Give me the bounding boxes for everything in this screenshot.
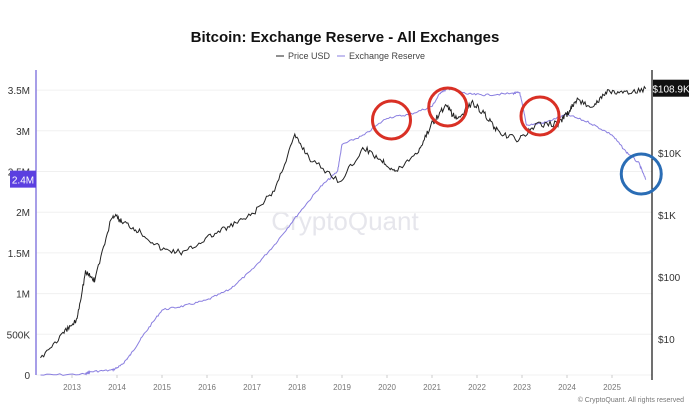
right-tick-label: $10 <box>658 335 675 346</box>
price-last-value: $108.9K <box>652 85 690 96</box>
x-tick-label: 2018 <box>288 383 306 392</box>
left-tick-label: 2M <box>16 208 30 219</box>
red-circle-annotation <box>371 99 412 141</box>
x-tick-label: 2014 <box>108 383 126 392</box>
left-tick-label: 1M <box>16 290 30 301</box>
legend-price[interactable]: Price USD <box>288 51 331 61</box>
x-tick-label: 2021 <box>423 383 441 392</box>
x-tick-label: 2019 <box>333 383 351 392</box>
exchange-reserve-line <box>40 87 647 376</box>
left-tick-label: 1.5M <box>8 249 30 260</box>
watermark: CryptoQuant <box>271 206 419 236</box>
x-tick-label: 2023 <box>513 383 531 392</box>
x-tick-label: 2024 <box>558 383 576 392</box>
legend-reserve[interactable]: Exchange Reserve <box>349 51 425 61</box>
x-tick-label: 2025 <box>603 383 621 392</box>
copyright: © CryptoQuant. All rights reserved <box>578 396 684 404</box>
left-tick-label: 3.5M <box>8 86 30 97</box>
x-tick-label: 2015 <box>153 383 171 392</box>
right-tick-label: $1K <box>658 211 676 222</box>
left-tick-label: 3M <box>16 127 30 138</box>
x-tick-label: 2016 <box>198 383 216 392</box>
x-tick-label: 2013 <box>63 383 81 392</box>
blue-circle-annotation <box>619 152 663 196</box>
reserve-last-badge <box>10 170 36 188</box>
chart-title: Bitcoin: Exchange Reserve - All Exchange… <box>191 29 500 46</box>
left-tick-label: 0 <box>24 371 30 382</box>
left-tick-label: 500K <box>7 330 31 341</box>
right-tick-label: $100 <box>658 273 681 284</box>
x-tick-label: 2017 <box>243 383 261 392</box>
price-last-badge <box>653 79 689 97</box>
x-tick-label: 2020 <box>378 383 396 392</box>
right-tick-label: $10K <box>658 149 682 160</box>
legend: Price USD Exchange Reserve <box>276 51 425 61</box>
red-circle-annotation <box>519 95 561 137</box>
red-circle-annotation <box>427 86 469 128</box>
reserve-last-value: 2.4M <box>12 176 34 187</box>
x-tick-label: 2022 <box>468 383 486 392</box>
